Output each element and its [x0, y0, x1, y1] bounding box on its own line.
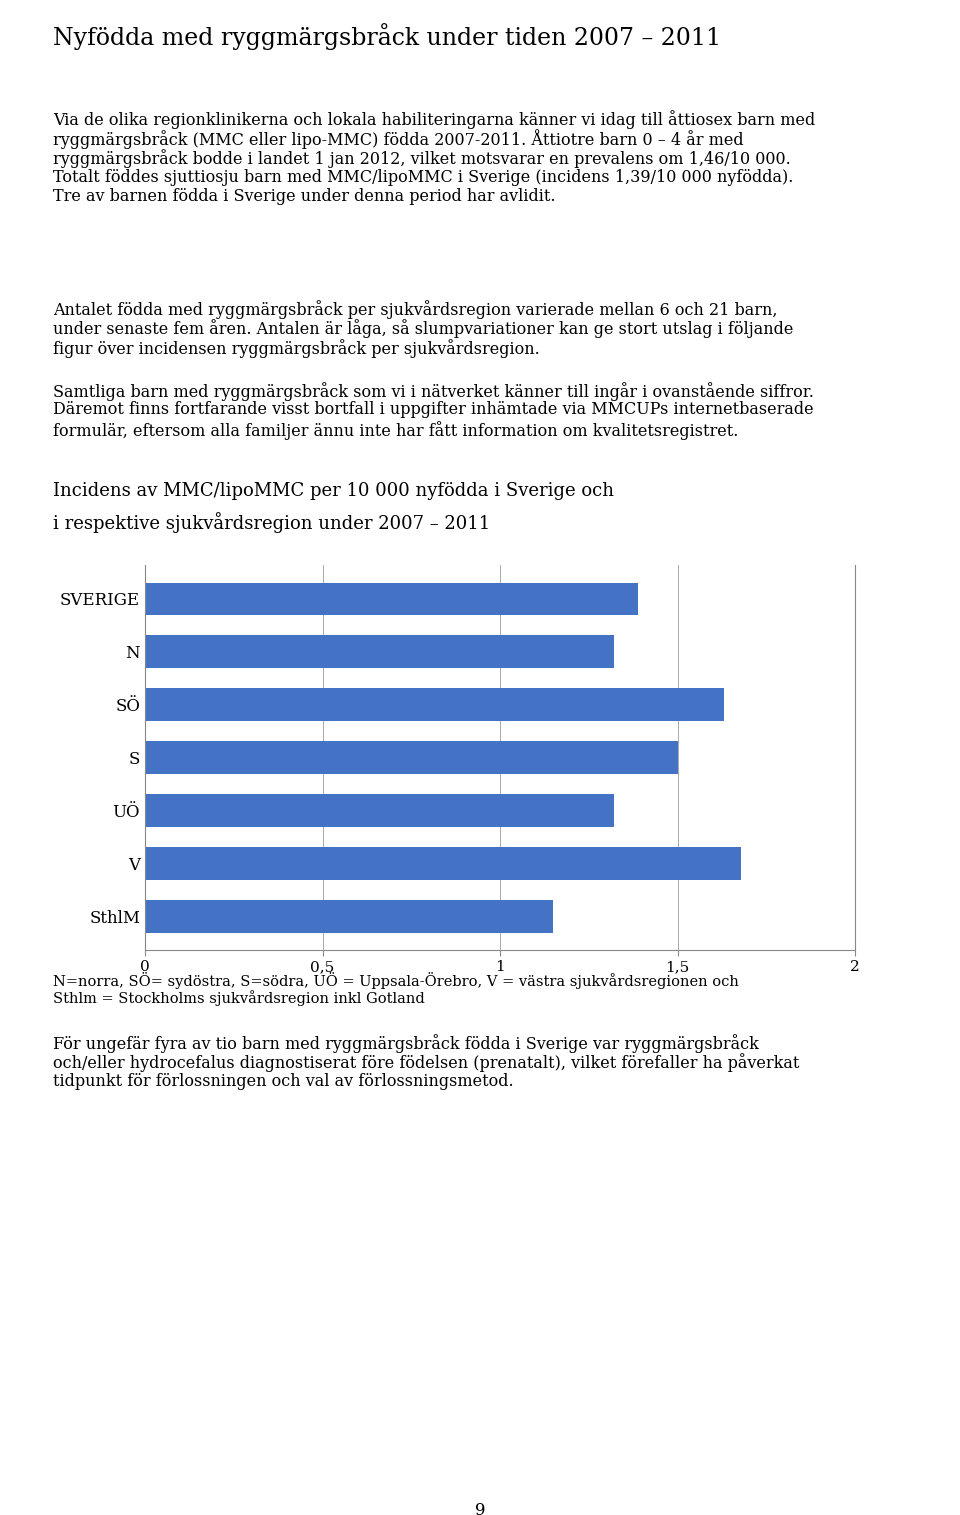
Bar	[145, 582, 638, 615]
Text: Totalt föddes sjuttiosju barn med MMC/lipoMMC i Sverige (incidens 1,39/10 000 ny: Totalt föddes sjuttiosju barn med MMC/li…	[53, 168, 793, 185]
Text: Antalet födda med ryggmärgsbråck per sjukvårdsregion varierade mellan 6 och 21 b: Antalet födda med ryggmärgsbråck per sju…	[53, 300, 778, 318]
Text: och/eller hydrocefalus diagnostiserat före födelsen (prenatalt), vilket förefall: och/eller hydrocefalus diagnostiserat fö…	[53, 1053, 800, 1073]
Text: ryggmärgsbråck (MMC eller lipo-MMC) födda 2007-2011. Åttiotre barn 0 – 4 år med: ryggmärgsbråck (MMC eller lipo-MMC) född…	[53, 129, 744, 150]
Text: under senaste fem åren. Antalen är låga, så slumpvariationer kan ge stort utslag: under senaste fem åren. Antalen är låga,…	[53, 320, 793, 338]
Text: Däremot finns fortfarande visst bortfall i uppgifter inhämtade via MMCUPs intern: Däremot finns fortfarande visst bortfall…	[53, 401, 814, 418]
Text: i respektive sjukvårdsregion under 2007 – 2011: i respektive sjukvårdsregion under 2007 …	[53, 512, 491, 533]
Text: figur över incidensen ryggmärgsbråck per sjukvårdsregion.: figur över incidensen ryggmärgsbråck per…	[53, 339, 540, 358]
Text: N=norra, SÖ= sydöstra, S=södra, UÖ = Uppsala-Örebro, V = västra sjukvårdsregione: N=norra, SÖ= sydöstra, S=södra, UÖ = Upp…	[53, 973, 739, 989]
Bar	[145, 688, 724, 721]
Text: Incidens av MMC/lipoMMC per 10 000 nyfödda i Sverige och: Incidens av MMC/lipoMMC per 10 000 nyföd…	[53, 482, 614, 500]
Bar	[145, 741, 678, 774]
Text: För ungefär fyra av tio barn med ryggmärgsbråck födda i Sverige var ryggmärgsbrå: För ungefär fyra av tio barn med ryggmär…	[53, 1035, 758, 1053]
Bar	[145, 635, 613, 668]
Text: ryggmärgsbråck bodde i landet 1 jan 2012, vilket motsvarar en prevalens om 1,46/: ryggmärgsbråck bodde i landet 1 jan 2012…	[53, 148, 791, 168]
Text: Samtliga barn med ryggmärgsbråck som vi i nätverket känner till ingår i ovanståe: Samtliga barn med ryggmärgsbråck som vi …	[53, 382, 814, 401]
Text: tidpunkt för förlossningen och val av förlossningsmetod.: tidpunkt för förlossningen och val av fö…	[53, 1073, 514, 1089]
Bar	[145, 794, 613, 827]
Text: formulär, eftersom alla familjer ännu inte har fått information om kvalitetsregi: formulär, eftersom alla familjer ännu in…	[53, 421, 738, 439]
Bar	[145, 900, 553, 933]
Text: Tre av barnen födda i Sverige under denna period har avlidit.: Tre av barnen födda i Sverige under denn…	[53, 188, 556, 205]
Text: 9: 9	[475, 1501, 485, 1515]
Text: Nyfödda med ryggmärgsbråck under tiden 2007 – 2011: Nyfödda med ryggmärgsbråck under tiden 2…	[53, 23, 721, 50]
Text: Sthlm = Stockholms sjukvårdsregion inkl Gotland: Sthlm = Stockholms sjukvårdsregion inkl …	[53, 991, 424, 1006]
Bar	[145, 847, 741, 880]
Text: Via de olika regionklinikerna och lokala habiliteringarna känner vi idag till åt: Via de olika regionklinikerna och lokala…	[53, 111, 815, 129]
